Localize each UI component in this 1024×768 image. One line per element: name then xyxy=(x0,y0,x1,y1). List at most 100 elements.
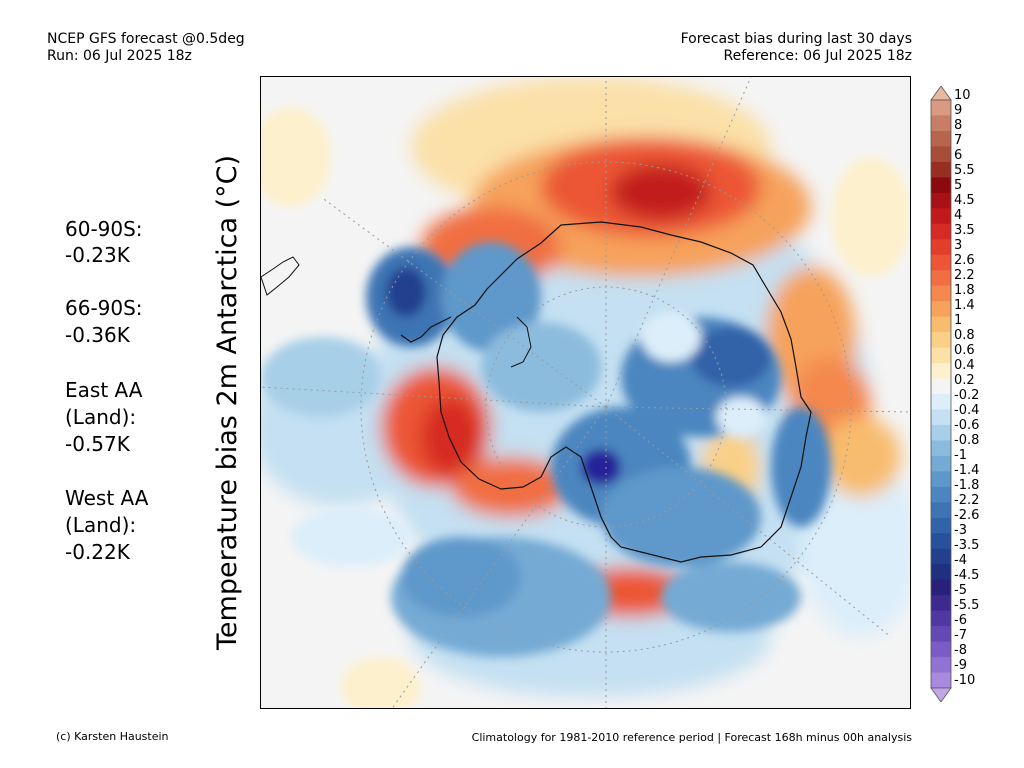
run-time: Run: 06 Jul 2025 18z xyxy=(47,48,192,64)
colorbar-tick-label: 1.4 xyxy=(954,298,975,313)
south-america-tip xyxy=(261,256,300,296)
colorbar-segment xyxy=(931,657,951,674)
colorbar-segment xyxy=(931,471,951,488)
colorbar-tick-label: 0.8 xyxy=(954,328,975,343)
colorbar-tick-label: -4.5 xyxy=(954,568,980,583)
colorbar-tick-label: 0.6 xyxy=(954,343,975,358)
stat-east-aa-label: East AA xyxy=(65,378,143,402)
colorbar-tick-label: 7 xyxy=(954,133,963,148)
colorbar-tick-label: 8 xyxy=(954,118,963,133)
antarctic-peninsula xyxy=(400,316,452,343)
colorbar-segment xyxy=(931,610,951,627)
colorbar-segment xyxy=(931,270,951,287)
colorbar-tick-label: -6 xyxy=(954,613,967,628)
colorbar-segment xyxy=(931,208,951,225)
bias-map-svg xyxy=(261,77,910,708)
colorbar-tick-label: -0.6 xyxy=(954,418,980,433)
graticule xyxy=(261,77,910,708)
stat-66-90s-label: 66-90S: xyxy=(65,296,143,320)
stat-66-90s-value: -0.36K xyxy=(65,323,130,347)
colorbar-tick-label: -4 xyxy=(954,553,967,568)
colorbar-tick-label: 9 xyxy=(954,103,963,118)
colorbar-tick-label: -1.4 xyxy=(954,463,980,478)
stat-east-aa-value: -0.57K xyxy=(65,432,130,456)
colorbar-tick-label: 3.5 xyxy=(954,223,975,238)
colorbar-segment xyxy=(931,192,951,209)
ross-ice-shelf xyxy=(510,316,532,368)
colorbar-tick-label: -5.5 xyxy=(954,598,980,613)
colorbar-segment xyxy=(931,424,951,441)
copyright: (c) Karsten Haustein xyxy=(56,730,169,743)
colorbar-segment xyxy=(931,502,951,519)
colorbar-tick-label: 1 xyxy=(954,313,963,328)
colorbar-tick-label: -5 xyxy=(954,583,967,598)
colorbar-segment xyxy=(931,455,951,472)
colorbar-segment xyxy=(931,347,951,364)
colorbar-tick-label: 4 xyxy=(954,208,963,223)
colorbar-tick-label: 5 xyxy=(954,178,963,193)
colorbar-tick-label: -2.2 xyxy=(954,493,980,508)
colorbar-tick-label: 1.8 xyxy=(954,283,975,298)
colorbar-segment xyxy=(931,363,951,380)
stat-60-90s-label: 60-90S: xyxy=(65,217,143,241)
colorbar-bottom-arrow xyxy=(930,687,952,703)
antarctica-coastline xyxy=(436,221,812,563)
colorbar-segment xyxy=(931,316,951,333)
stat-60-90s-value: -0.23K xyxy=(65,243,130,267)
colorbar-segment xyxy=(931,239,951,256)
colorbar-svg xyxy=(930,85,952,703)
colorbar-tick-label: 4.5 xyxy=(954,193,975,208)
colorbar-tick-label: 0.2 xyxy=(954,373,975,388)
colorbar-tick-label: -1 xyxy=(954,448,967,463)
colorbar-segment xyxy=(931,579,951,596)
colorbar-tick-label: -7 xyxy=(954,628,967,643)
stat-west-aa-value: -0.22K xyxy=(65,540,130,564)
colorbar-segment xyxy=(931,517,951,534)
reference-time: Reference: 06 Jul 2025 18z xyxy=(723,48,912,64)
colorbar-tick-label: -8 xyxy=(954,643,967,658)
stat-east-aa-sub: (Land): xyxy=(65,405,137,429)
colorbar-tick-label: 6 xyxy=(954,148,963,163)
colorbar-segment xyxy=(931,548,951,565)
colorbar-tick-label: -3 xyxy=(954,523,967,538)
colorbar-tick-label: -3.5 xyxy=(954,538,980,553)
colorbar-segment xyxy=(931,332,951,349)
footnote: Climatology for 1981-2010 reference peri… xyxy=(471,731,912,744)
colorbar-tick-label: -10 xyxy=(954,673,976,688)
colorbar-segment xyxy=(931,486,951,503)
colorbar-segment xyxy=(931,378,951,395)
colorbar-segment xyxy=(931,100,951,116)
colorbar-tick-label: 2.6 xyxy=(954,253,975,268)
colorbar-tick-label: -0.8 xyxy=(954,433,980,448)
stat-west-aa-label: West AA xyxy=(65,486,149,510)
colorbar-segment xyxy=(931,130,951,147)
colorbar-tick-label: -0.2 xyxy=(954,388,980,403)
colorbar-segment xyxy=(931,672,951,689)
colorbar-segment xyxy=(931,177,951,194)
colorbar-segment xyxy=(931,254,951,271)
stat-west-aa-sub: (Land): xyxy=(65,513,137,537)
colorbar-segment xyxy=(931,223,951,240)
colorbar-segment xyxy=(931,533,951,550)
y-axis-label: Temperature bias 2m Antarctica (°C) xyxy=(212,154,243,650)
colorbar-segment xyxy=(931,161,951,178)
colorbar-top-arrow xyxy=(930,85,952,101)
bias-period-title: Forecast bias during last 30 days xyxy=(680,31,912,47)
colorbar-segment xyxy=(931,409,951,426)
colorbar: 10 9 8 7 6 5.5 5 4.5 4 3.5 3 2.6 2.2 1.8 1.4 1 0.8 0.6 0.4… xyxy=(930,85,979,706)
colorbar-segment xyxy=(931,394,951,410)
colorbar-tick-label: 5.5 xyxy=(954,163,975,178)
colorbar-tick-label: -9 xyxy=(954,658,967,673)
colorbar-segment xyxy=(931,440,951,457)
colorbar-segment xyxy=(931,301,951,318)
colorbar-tick-label: -1.8 xyxy=(954,478,980,493)
bias-field-detail xyxy=(261,107,910,708)
colorbar-tick-label: 0.4 xyxy=(954,358,975,373)
colorbar-segment xyxy=(931,115,951,132)
colorbar-segment xyxy=(931,626,951,643)
model-title: NCEP GFS forecast @0.5deg xyxy=(47,31,245,47)
colorbar-segment xyxy=(931,285,951,302)
bias-map xyxy=(260,76,911,709)
colorbar-tick-label: 3 xyxy=(954,238,963,253)
colorbar-segment xyxy=(931,146,951,163)
